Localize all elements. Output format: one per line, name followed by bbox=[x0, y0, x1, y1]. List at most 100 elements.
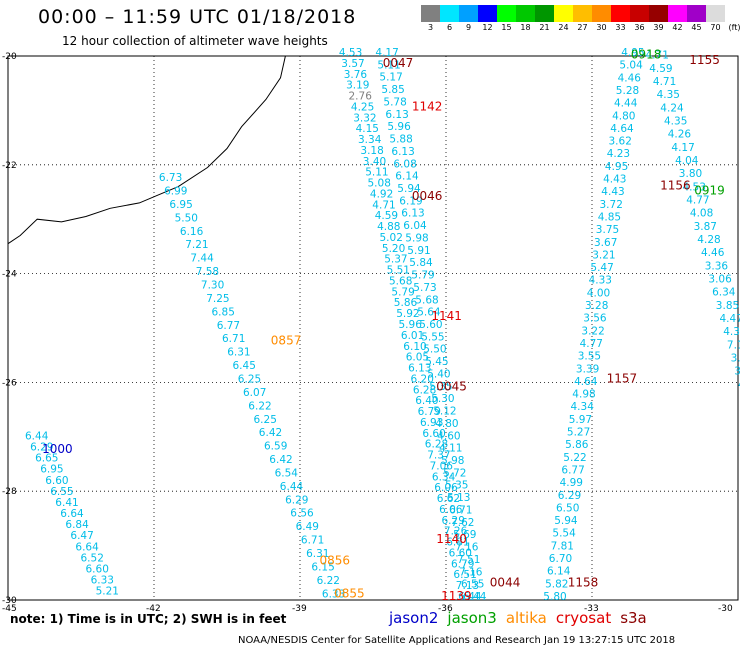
wave-height-value: 7.16 bbox=[455, 542, 479, 554]
wave-height-value: 4.64 bbox=[610, 123, 634, 135]
wave-height-value: 5.35 bbox=[445, 480, 468, 492]
pass-time-label: 0046 bbox=[412, 189, 443, 203]
wave-height-value: 5.02 bbox=[380, 232, 403, 244]
wave-height-value: 4.08 bbox=[690, 208, 713, 220]
wave-height-value: 6.13 bbox=[391, 146, 414, 158]
wave-height-value: 6.33 bbox=[91, 575, 114, 587]
satellite-s3a: s3a bbox=[620, 609, 647, 627]
wave-height-value: 3.75 bbox=[596, 224, 619, 236]
wave-height-value: 6.55 bbox=[461, 579, 484, 591]
legend-label: 3 bbox=[427, 23, 434, 32]
legend-swatch bbox=[573, 5, 592, 22]
wave-height-value: 5.50 bbox=[423, 344, 446, 356]
track-altika-0857: 6.73 6.996.955.50 6.167.21 7.447.58 7.307.25… bbox=[159, 172, 345, 600]
wave-height-value: 4.35 bbox=[657, 89, 680, 101]
wave-height-value: 5.35 bbox=[429, 381, 452, 393]
wave-height-value: 4.17 bbox=[671, 142, 694, 154]
page-title: 00:00 – 11:59 UTC 01/18/2018 bbox=[38, 6, 357, 28]
wave-height-value: 5.91 bbox=[407, 245, 430, 257]
legend-swatch bbox=[668, 5, 687, 22]
wave-height-value: 6.77 bbox=[561, 465, 584, 477]
wave-height-value: 7.62 bbox=[451, 517, 474, 529]
wave-height-value: 6.13 bbox=[385, 109, 408, 121]
pass-time-label: 1156 bbox=[660, 178, 691, 192]
pass-time-label: 0855 bbox=[334, 586, 365, 600]
pass-time-label: 1142 bbox=[412, 99, 443, 113]
wave-height-value: 3.85 bbox=[716, 300, 739, 312]
wave-height-value: 6.51 bbox=[453, 569, 476, 581]
wave-height-value: 6.79 bbox=[451, 558, 474, 570]
pass-time-label: 0857 bbox=[271, 333, 302, 347]
wave-height-value: 7.25 bbox=[206, 293, 229, 305]
wave-height-value: 6.40 bbox=[415, 395, 438, 407]
latitude-tick-label: -28 bbox=[2, 487, 17, 497]
wave-height-value: 4.64 bbox=[574, 376, 598, 388]
wave-height-value: 5.96 bbox=[387, 121, 411, 133]
legend-label: 24 bbox=[558, 23, 569, 32]
wave-height-value: 5.92 bbox=[396, 308, 419, 320]
pass-time-label: 0047 bbox=[383, 56, 414, 70]
satellite-cryosat: cryosat bbox=[555, 609, 612, 627]
wave-height-value: 6.28 bbox=[425, 439, 448, 451]
wave-height-value: 7.81 bbox=[551, 540, 574, 552]
wave-height-value: 7.06 bbox=[430, 460, 454, 472]
wave-height-value: 6.05 bbox=[406, 352, 429, 364]
wave-height-value: 6.44 bbox=[25, 431, 49, 443]
pass-time-label: 1155 bbox=[689, 53, 720, 67]
wave-height-value: 6.42 bbox=[269, 454, 292, 466]
wave-height-value: 2.76 bbox=[349, 91, 373, 103]
track-time-labels: 1000 0857 0856 0855 0047 0046 0045 0044 1142 1141… bbox=[42, 48, 725, 603]
wave-height-value: 3.19 bbox=[346, 80, 369, 92]
lat-lon-grid bbox=[8, 56, 738, 600]
wave-height-value: 5.98 bbox=[405, 233, 428, 245]
pass-time-label: 0918 bbox=[631, 48, 662, 62]
pass-time-label: 1157 bbox=[607, 371, 638, 385]
pass-time-label: 1140 bbox=[436, 532, 467, 546]
footer-credit: NOAA/NESDIS Center for Satellite Applica… bbox=[238, 635, 676, 646]
legend-swatch bbox=[592, 5, 611, 22]
wave-height-value: 4.43 bbox=[601, 186, 624, 198]
wave-height-value: 4.04 bbox=[675, 155, 699, 167]
wave-height-value: 6.60 bbox=[45, 475, 68, 487]
wave-height-value: 6.64 bbox=[60, 508, 84, 520]
wave-height-value: 6.19 bbox=[399, 195, 422, 207]
wave-height-value: 6.49 bbox=[296, 521, 319, 533]
wave-height-value: 5.37 bbox=[384, 254, 407, 266]
wave-height-value: 4.71 bbox=[646, 50, 669, 62]
wave-height-value: 6.52 bbox=[81, 552, 104, 564]
legend-label: 45 bbox=[691, 23, 702, 32]
wave-height-value: 7.16 bbox=[459, 566, 483, 578]
wave-height-value: 7.26 bbox=[444, 526, 468, 538]
wave-height-value: 6.60 bbox=[86, 563, 109, 575]
wave-height-value: 5.47 bbox=[590, 262, 613, 274]
wave-height-value: 3.39 bbox=[576, 363, 599, 375]
pass-time-label: 1139 bbox=[441, 589, 472, 603]
wave-height-value: 4.71 bbox=[653, 76, 676, 88]
wave-height-value: 4.24 bbox=[660, 102, 684, 114]
wave-height-value: 7.21 bbox=[185, 239, 208, 251]
pass-time-label: 0045 bbox=[436, 380, 467, 394]
wave-height-value: 6.99 bbox=[164, 186, 187, 198]
track-s3a-0047: 4.533.573.763.192.764.253.324.153.343.18… bbox=[339, 47, 482, 603]
wave-height-value: 4.95 bbox=[605, 161, 628, 173]
wave-height-value: 6.56 bbox=[290, 508, 314, 520]
wave-height-value: 4.53 bbox=[683, 181, 706, 193]
latitude-tick-label: -24 bbox=[2, 270, 17, 280]
wave-height-value: 4.80 bbox=[435, 418, 458, 430]
wave-height-value: 4.17 bbox=[375, 47, 398, 59]
wave-height-value: 5.85 bbox=[381, 84, 404, 96]
legend-swatch bbox=[459, 5, 478, 22]
wave-height-value: 4.26 bbox=[668, 129, 692, 141]
wave-height-value: 6.64 bbox=[75, 541, 99, 553]
legend-swatch bbox=[535, 5, 554, 22]
longitude-tick-label: -33 bbox=[584, 604, 599, 614]
track-cryosat-1142: 4.175.115.175.855.786.135.965.886.136.08… bbox=[375, 47, 486, 603]
pass-time-label: 0856 bbox=[320, 554, 351, 568]
wave-height-value: 6.13 bbox=[408, 363, 431, 375]
wave-height-value: 3.36 bbox=[705, 260, 729, 272]
wave-height-value: 4.77 bbox=[686, 195, 709, 207]
wave-height-value: 3.18 bbox=[360, 145, 383, 157]
legend-label: 30 bbox=[596, 23, 607, 32]
wave-height-value: 4.28 bbox=[697, 234, 720, 246]
wave-height-value: 5.97 bbox=[569, 414, 592, 426]
